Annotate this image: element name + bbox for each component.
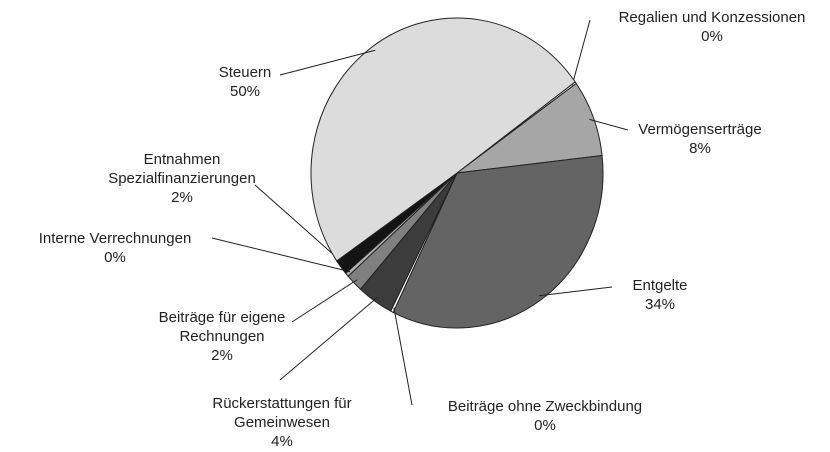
slice-value: 0% — [701, 28, 723, 45]
slice-label: Entnahmen Spezialfinanzierungen 2% — [95, 150, 270, 207]
slice-label: Rückerstattungen für Gemeinwesen 4% — [202, 394, 362, 451]
slice-value: 0% — [104, 249, 126, 266]
slice-label: Regalien und Konzessionen 0% — [582, 8, 830, 46]
slice-label: Beiträge für eigene Rechnungen 2% — [147, 308, 297, 365]
pie-slice — [310, 17, 576, 262]
slice-label: Beiträge ohne Zweckbindung 0% — [415, 397, 675, 435]
slice-name: Beiträge ohne Zweckbindung — [447, 398, 643, 415]
leader-line — [254, 184, 345, 265]
slice-label: Vermögenserträge 8% — [620, 120, 780, 158]
leader-line — [589, 118, 629, 131]
slice-name: Entgelte — [632, 277, 688, 294]
slice-value: 2% — [171, 189, 193, 206]
slice-name: Rückerstattungen für Gemeinwesen — [212, 395, 352, 431]
slice-label: Steuern 50% — [195, 63, 295, 101]
slice-value: 2% — [211, 347, 233, 364]
leader-line — [279, 296, 378, 381]
leader-line — [393, 307, 413, 406]
slice-name: Steuern — [218, 64, 272, 81]
slice-label: Interne Verrechnungen 0% — [5, 229, 225, 267]
leader-line — [211, 237, 351, 273]
slice-value: 50% — [229, 83, 261, 100]
slice-value: 8% — [689, 140, 711, 157]
slice-value: 4% — [271, 433, 293, 450]
slice-name: Regalien und Konzessionen — [618, 9, 806, 26]
slice-name: Beiträge für eigene Rechnungen — [158, 309, 286, 345]
leader-line — [291, 279, 358, 323]
slice-label: Entgelte 34% — [600, 276, 720, 314]
slice-name: Vermögenserträge — [638, 121, 762, 138]
leader-line — [538, 286, 613, 297]
leader-line — [279, 49, 376, 76]
slice-name: Entnahmen Spezialfinanzierungen — [108, 151, 256, 187]
slice-name: Interne Verrechnungen — [38, 230, 192, 247]
slice-value: 34% — [644, 296, 676, 313]
leader-line — [571, 19, 591, 86]
slice-value: 0% — [534, 417, 556, 434]
